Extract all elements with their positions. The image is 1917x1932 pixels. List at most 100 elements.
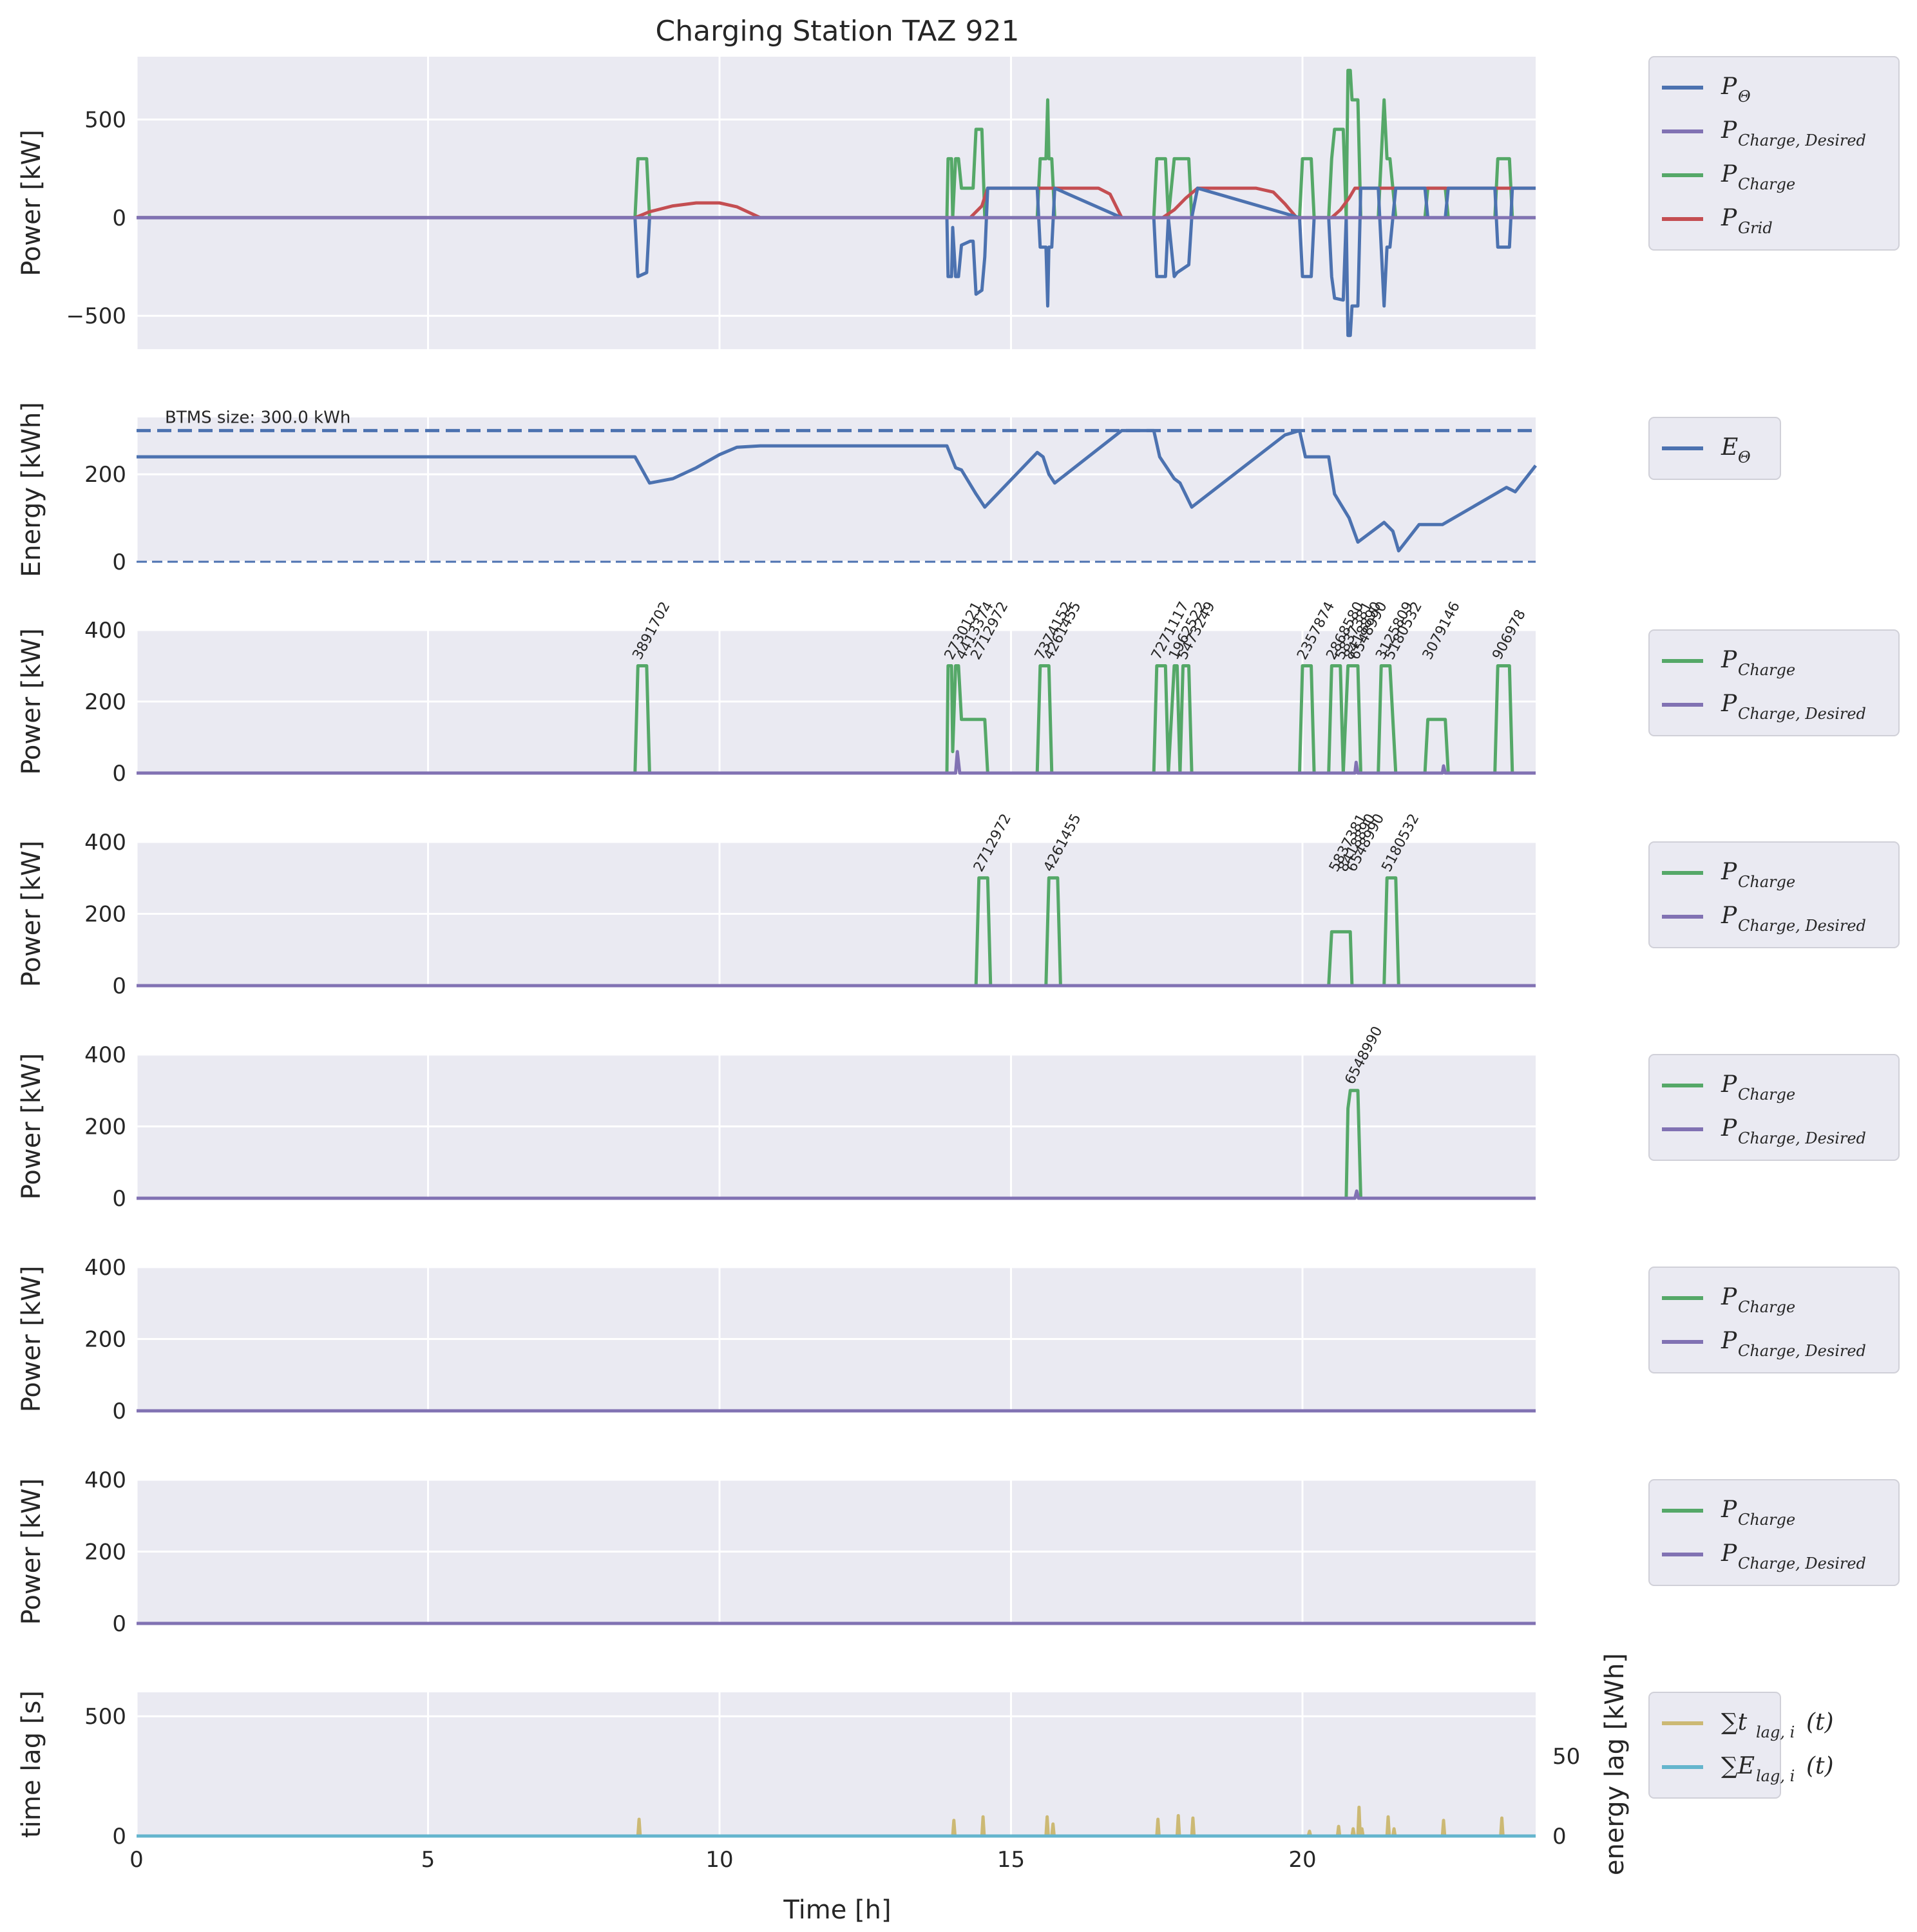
legend-label-sub: lag, i bbox=[1756, 1767, 1795, 1785]
y-tick-label: 400 bbox=[84, 1255, 126, 1281]
y-tick-label: 200 bbox=[84, 1540, 126, 1565]
y-right-tick-label: 50 bbox=[1552, 1744, 1580, 1770]
y-tick-label: 200 bbox=[84, 689, 126, 715]
legend-label-sub: Charge, Desired bbox=[1738, 1342, 1866, 1360]
legend-label-tail: (t) bbox=[1806, 1709, 1834, 1736]
series-line-P_Charge bbox=[137, 68, 1536, 220]
x-tick-label: 0 bbox=[129, 1847, 144, 1873]
x-tick-label: 15 bbox=[997, 1847, 1025, 1873]
y-axis-label: Power [kW] bbox=[17, 1266, 46, 1413]
legend: ∑t lag, i (t) ∑E lag, i (t) bbox=[1648, 1692, 1834, 1799]
y-tick-label: 0 bbox=[112, 1186, 126, 1212]
legend-label-tail: (t) bbox=[1806, 1753, 1834, 1779]
btms-annotation: BTMS size: 300.0 kWh bbox=[165, 408, 350, 427]
legend-label: ∑t bbox=[1721, 1709, 1748, 1736]
legend-label: E bbox=[1721, 434, 1738, 461]
y-tick-label: 0 bbox=[112, 1399, 126, 1424]
legend-label-sub: Grid bbox=[1738, 219, 1773, 237]
x-tick-label: 10 bbox=[705, 1847, 733, 1873]
y-right-axis-label: energy lag [kWh] bbox=[1600, 1653, 1630, 1875]
legend-label: P bbox=[1721, 647, 1737, 673]
y-tick-label: 0 bbox=[112, 550, 126, 575]
legend-label-sub: Charge bbox=[1738, 1511, 1795, 1529]
y-tick-label: 400 bbox=[84, 830, 126, 856]
y-tick-label: 500 bbox=[84, 1704, 126, 1730]
y-axis-label: Power [kW] bbox=[17, 841, 46, 988]
series-line-P_Theta bbox=[137, 186, 1536, 338]
legend-label: P bbox=[1721, 1071, 1737, 1098]
series-line-P_Charge_Desired bbox=[137, 1189, 1536, 1200]
series-line-time_lag bbox=[137, 1805, 1536, 1838]
y-axis-label: Power [kW] bbox=[17, 1478, 46, 1625]
legend-label-sub: Charge bbox=[1738, 661, 1795, 679]
legend-label: P bbox=[1721, 903, 1737, 929]
panel-2: 200 0 BTMS size: 300.0 kWh Energy [kWh] E Θ bbox=[17, 402, 1781, 577]
y-axis-label: time lag [s] bbox=[17, 1690, 46, 1838]
y-axis-label: Energy [kWh] bbox=[17, 402, 46, 577]
y-axis-label: Power [kW] bbox=[17, 1053, 46, 1200]
legend-label-sub: lag, i bbox=[1756, 1723, 1795, 1741]
legend-label-sub: Charge, Desired bbox=[1738, 131, 1866, 149]
legend-box bbox=[1648, 1692, 1781, 1799]
legend-label-sub: Θ bbox=[1738, 448, 1751, 466]
legend-label: P bbox=[1721, 859, 1737, 885]
legend-box bbox=[1648, 1479, 1900, 1586]
y-tick-label: 0 bbox=[112, 206, 126, 231]
y-tick-label: 500 bbox=[84, 108, 126, 133]
series-line-P_Charge_Desired bbox=[137, 750, 1536, 775]
legend-label-sub: Charge bbox=[1738, 1298, 1795, 1316]
y-tick-label: 0 bbox=[112, 1611, 126, 1637]
legend-box bbox=[1648, 841, 1900, 948]
legend-label-sub: Charge, Desired bbox=[1738, 1129, 1866, 1147]
legend-box bbox=[1648, 629, 1900, 736]
legend-box bbox=[1648, 1267, 1900, 1373]
legend-label: P bbox=[1721, 1284, 1737, 1310]
legend-label: P bbox=[1721, 691, 1737, 717]
legend-label: P bbox=[1721, 1497, 1737, 1523]
y-tick-label: 400 bbox=[84, 618, 126, 644]
legend-label-sub: Θ bbox=[1738, 88, 1751, 106]
legend-label: P bbox=[1721, 1540, 1737, 1567]
legend-label: ∑E bbox=[1721, 1753, 1755, 1779]
y-tick-label: 0 bbox=[112, 761, 126, 787]
plot-background bbox=[137, 1692, 1536, 1836]
y-axis-label: Power [kW] bbox=[17, 628, 46, 775]
legend-label-sub: Charge, Desired bbox=[1738, 705, 1866, 723]
y-tick-label: 200 bbox=[84, 1114, 126, 1140]
plot-background bbox=[137, 417, 1536, 562]
y-tick-label: 200 bbox=[84, 462, 126, 488]
legend-label: P bbox=[1721, 73, 1737, 100]
legend-label: P bbox=[1721, 117, 1737, 144]
legend-label: P bbox=[1721, 1328, 1737, 1354]
x-axis-label: Time [h] bbox=[783, 1895, 891, 1925]
y-tick-label: −500 bbox=[66, 303, 126, 329]
legend-label-sub: Charge bbox=[1738, 1086, 1795, 1104]
y-tick-label: 200 bbox=[84, 902, 126, 928]
legend-label-sub: Charge bbox=[1738, 175, 1795, 193]
legend-label-sub: Charge, Desired bbox=[1738, 917, 1866, 935]
legend-box bbox=[1648, 56, 1900, 251]
x-tick-label: 20 bbox=[1288, 1847, 1316, 1873]
y-tick-label: 200 bbox=[84, 1327, 126, 1353]
chart-title: Charging Station TAZ 921 bbox=[656, 15, 1020, 48]
legend-box bbox=[1648, 1054, 1900, 1161]
y-tick-label: 0 bbox=[112, 973, 126, 999]
y-tick-label: 400 bbox=[84, 1042, 126, 1068]
y-tick-label: 0 bbox=[112, 1824, 126, 1850]
y-right-tick-label: 0 bbox=[1552, 1824, 1567, 1850]
